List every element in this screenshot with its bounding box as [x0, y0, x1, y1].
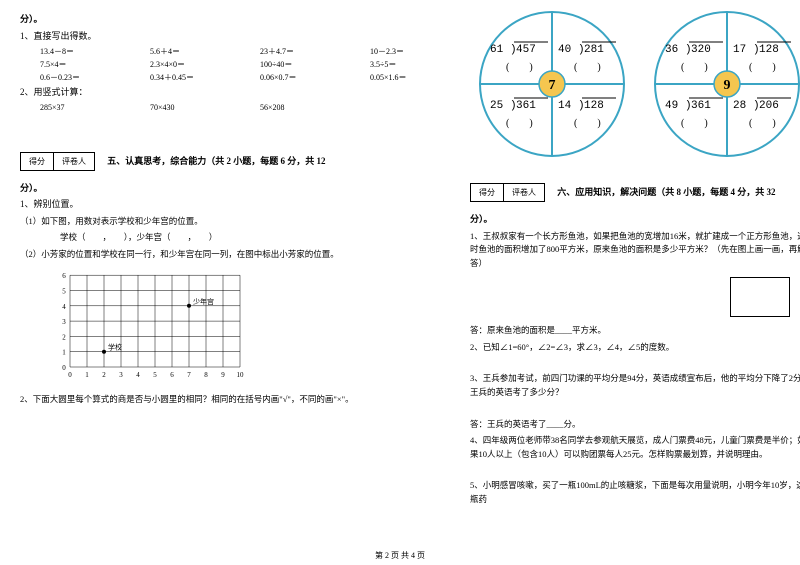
svg-text:5: 5 [62, 288, 66, 296]
q1-title: 1、直接写出得数。 [20, 30, 450, 44]
calc2-3: 56×208 [260, 103, 340, 112]
calc-item: 10－2.3＝ [370, 46, 450, 57]
svg-text:281: 281 [584, 44, 604, 56]
svg-text:( ): ( ) [749, 118, 776, 129]
q6-5: 5、小明感冒咳嗽，买了一瓶100mL的止咳糖浆，下面是每次用量说明，小明今年10… [470, 479, 800, 506]
calc2-2: 70×430 [150, 103, 230, 112]
q5-1-1: （1）如下图，用数对表示学校和少年宫的位置。 [20, 215, 450, 229]
fen2: 分）。 [20, 182, 450, 196]
page-footer: 第 2 页 共 4 页 [0, 550, 800, 561]
right-column: 761)457( )40)281( )25)361( )14)128( ) 93… [470, 10, 800, 510]
svg-text:1: 1 [85, 371, 89, 379]
calc-item: 7.5×4＝ [40, 59, 120, 70]
calc-item: 3.5÷5＝ [370, 59, 450, 70]
svg-text:3: 3 [62, 318, 66, 326]
calc-item: 0.06×0.7＝ [260, 72, 340, 83]
svg-text:1: 1 [62, 349, 66, 357]
svg-text:7: 7 [549, 78, 556, 93]
circle-2: 936)320( )17)128( )49)361( )28)206( ) [645, 10, 800, 165]
svg-text:14: 14 [558, 100, 572, 112]
answer-box [730, 277, 790, 317]
score-label-6: 得分 [471, 184, 504, 201]
svg-text:( ): ( ) [506, 118, 533, 129]
svg-text:学校: 学校 [108, 343, 122, 352]
calc-item: 23＋4.7＝ [260, 46, 340, 57]
score-box-5: 得分 评卷人 [20, 152, 95, 171]
svg-text:8: 8 [204, 371, 208, 379]
fen-end: 分）。 [20, 13, 450, 27]
svg-text:25: 25 [490, 100, 503, 112]
q6-2: 2、已知∠1=60°，∠2=∠3，求∠3，∠4，∠5的度数。 [470, 341, 800, 355]
calc2-1: 285×37 [40, 103, 120, 112]
fen6: 分）。 [470, 213, 800, 227]
calc-item: 2.3×4×0＝ [150, 59, 230, 70]
svg-text:4: 4 [136, 371, 140, 379]
calc-item: 100÷40＝ [260, 59, 340, 70]
left-column: 分）。 1、直接写出得数。 13.4－8＝ 5.6＋4＝ 23＋4.7＝ 10－2.3… [20, 10, 450, 510]
q5-1: 1、辨别位置。 [20, 198, 450, 212]
grader-label-6: 评卷人 [504, 184, 544, 201]
q6-3: 3、王兵参加考试，前四门功课的平均分是94分，英语成绩宣布后，他的平均分下降了2… [470, 372, 800, 399]
calc-item: 13.4－8＝ [40, 46, 120, 57]
circle-1: 761)457( )40)281( )25)361( )14)128( ) [470, 10, 635, 165]
calc-rows: 13.4－8＝ 5.6＋4＝ 23＋4.7＝ 10－2.3＝ 7.5×4＝ 2.3×4×0… [20, 46, 450, 83]
calc-item: 0.6－0.23＝ [40, 72, 120, 83]
section6-title: 六、应用知识，解决问题（共 8 小题，每题 4 分，共 32 [557, 187, 775, 197]
svg-text:6: 6 [62, 272, 66, 280]
calc-item: 0.34＋0.45＝ [150, 72, 230, 83]
grader-label: 评卷人 [54, 153, 94, 170]
svg-text:61: 61 [490, 44, 504, 56]
score-box-6: 得分 评卷人 [470, 183, 545, 202]
calc2-row: 285×37 70×430 56×208 [40, 103, 450, 112]
q6-1-ans: 答：原来鱼池的面积是____平方米。 [470, 324, 800, 338]
svg-text:457: 457 [516, 44, 536, 56]
svg-text:40: 40 [558, 44, 571, 56]
q2-title: 2、用竖式计算： [20, 86, 450, 100]
svg-text:少年宫: 少年宫 [193, 297, 214, 306]
calc-item: 5.6＋4＝ [150, 46, 230, 57]
svg-text:4: 4 [62, 303, 66, 311]
svg-text:10: 10 [237, 371, 245, 379]
svg-text:128: 128 [584, 100, 604, 112]
svg-text:128: 128 [759, 44, 779, 56]
svg-text:9: 9 [724, 78, 731, 93]
svg-text:2: 2 [102, 371, 106, 379]
svg-text:( ): ( ) [574, 62, 601, 73]
svg-text:49: 49 [665, 100, 678, 112]
score-label: 得分 [21, 153, 54, 170]
svg-text:( ): ( ) [574, 118, 601, 129]
svg-text:28: 28 [733, 100, 746, 112]
svg-text:320: 320 [691, 44, 711, 56]
svg-text:361: 361 [691, 100, 711, 112]
svg-text:36: 36 [665, 44, 678, 56]
svg-text:( ): ( ) [506, 62, 533, 73]
q5-1-blank: 学校（ ， ），少年宫（ ， ） [60, 231, 450, 245]
svg-text:206: 206 [759, 100, 779, 112]
svg-text:0: 0 [62, 364, 66, 372]
svg-text:3: 3 [119, 371, 123, 379]
svg-text:9: 9 [221, 371, 225, 379]
q6-1: 1、王叔叔家有一个长方形鱼池，如果把鱼池的宽增加16米，就扩建成一个正方形鱼池，… [470, 230, 800, 271]
svg-text:( ): ( ) [681, 62, 708, 73]
q6-3-ans: 答：王兵的英语考了____分。 [470, 418, 800, 432]
svg-text:361: 361 [516, 100, 536, 112]
circles-container: 761)457( )40)281( )25)361( )14)128( ) 93… [470, 10, 800, 165]
q5-2: 2、下面大圆里每个算式的商是否与小圆里的相同？相同的在括号内画"√"，不同的画"… [20, 393, 450, 407]
svg-text:2: 2 [62, 334, 66, 342]
q5-1-2: （2）小芳家的位置和学校在同一行，和少年宫在同一列，在图中标出小芳家的位置。 [20, 248, 450, 262]
svg-text:7: 7 [187, 371, 191, 379]
section5-title: 五、认真思考，综合能力（共 2 小题，每题 6 分，共 12 [107, 156, 325, 166]
svg-text:17: 17 [733, 44, 746, 56]
svg-text:( ): ( ) [749, 62, 776, 73]
svg-text:( ): ( ) [681, 118, 708, 129]
svg-text:6: 6 [170, 371, 174, 379]
svg-text:0: 0 [68, 371, 72, 379]
svg-text:5: 5 [153, 371, 157, 379]
calc-item: 0.05×1.6＝ [370, 72, 450, 83]
grid-chart: 0 1 2 3 4 5 6 7 8 9 10 0 1 2 3 4 5 6 学校 少年宫 [50, 267, 450, 387]
q6-4: 4、四年级两位老师带38名同学去参观航天展览，成人门票费48元，儿童门票费是半价… [470, 434, 800, 461]
